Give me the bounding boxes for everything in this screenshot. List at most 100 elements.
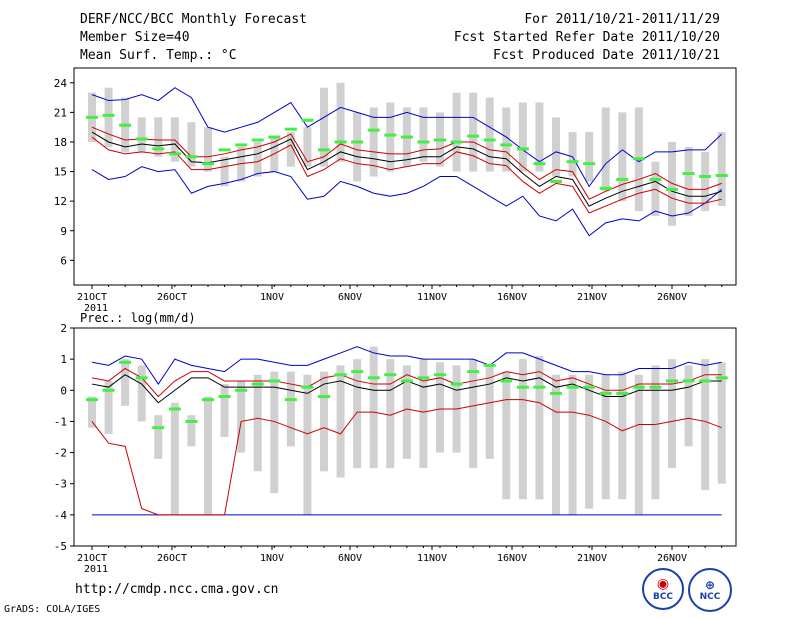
prec-median-mark [417, 376, 430, 380]
prec-ensemble-box [701, 359, 710, 490]
prec-ensemble-box [684, 365, 693, 447]
prec-median-mark [566, 385, 579, 389]
prec-median-mark [251, 382, 264, 386]
prec-x-tick-label: 21NOV [577, 553, 607, 564]
prec-median-mark [135, 376, 148, 380]
prec-y-tick-label: 0 [60, 384, 67, 397]
prec-median-mark [434, 373, 446, 377]
prec-ensemble-box [585, 374, 594, 509]
temp-median-mark [301, 118, 314, 122]
prec-ensemble-box [270, 371, 279, 494]
temp-median-mark [334, 140, 347, 144]
prec-y-tick-label: -1 [54, 415, 67, 428]
temp-median-mark [284, 127, 297, 131]
temp-ensemble-box [601, 107, 610, 192]
temp-ensemble-box [618, 112, 627, 202]
temp-ensemble-box [701, 151, 710, 212]
prec-ensemble-box [253, 374, 262, 472]
temp-median-mark [483, 138, 496, 142]
temp-ensemble-box [204, 127, 212, 172]
prec-ensemble-box [137, 365, 146, 422]
temp-median-mark [367, 128, 380, 132]
temp-max-line [91, 87, 723, 188]
temp-x-tick-label: 21OCT [77, 292, 107, 303]
temp-median-mark [533, 162, 546, 166]
grads-credit: GrADS: COLA/IGES [4, 604, 101, 615]
prec-ensemble-box [518, 359, 527, 500]
prec-y-tick-label: -4 [54, 509, 68, 522]
header-produced-date: Fcst Produced Date 2011/10/21 [493, 48, 720, 63]
temp-x-tick-label: 11NOV [417, 292, 447, 303]
prec-median-mark [583, 385, 596, 389]
temp-median-mark [235, 143, 248, 147]
temp-median-mark [715, 174, 728, 178]
temp-median-mark [152, 147, 165, 151]
temp-median-mark [102, 113, 115, 117]
prec-year-label: 2011 [84, 564, 108, 575]
prec-median-mark [301, 385, 314, 389]
temp-median-mark [268, 135, 281, 139]
temp-ensemble-box [502, 107, 511, 172]
bcc-logo-text: BCC [652, 592, 674, 602]
prec-ensemble-box [187, 415, 196, 447]
prec-ensemble-box [336, 365, 345, 478]
prec-x-tick-label: 16NOV [497, 553, 527, 564]
bcc-emblem-icon: ◉ [656, 576, 670, 592]
prec-ensemble-box [104, 380, 113, 434]
temp-median-mark [632, 157, 645, 161]
header-member-size: Member Size=40 [80, 30, 190, 45]
temp-median-mark [434, 138, 446, 142]
ncc-globe-icon: ⊕ [704, 578, 716, 592]
temp-median-mark [699, 175, 712, 178]
temp-ensemble-box [353, 112, 362, 182]
temp-ensemble-box [369, 107, 378, 177]
temp-ensemble-box [286, 132, 295, 167]
prec-median-mark [632, 385, 645, 389]
temp-y-tick-label: 21 [54, 106, 67, 119]
temp-ensemble-box [485, 97, 494, 172]
temp-median-mark [550, 179, 562, 183]
temp-median-mark [516, 147, 529, 151]
prec-ensemble-box [419, 359, 428, 469]
prec-median-mark [599, 391, 612, 395]
prec-ensemble-box [286, 371, 295, 447]
temp-y-tick-label: 6 [60, 254, 67, 267]
prec-ensemble-box [634, 374, 643, 515]
footer-url[interactable]: http://cmdp.ncc.cma.gov.cn [75, 582, 279, 597]
prec-median-mark [500, 379, 513, 383]
prec-x-tick-label: 6NOV [338, 553, 362, 564]
header-start-date: Fcst Started Refer Date 2011/10/20 [453, 30, 720, 45]
temp-ensemble-box [552, 117, 560, 177]
temp-x-tick-label: 21NOV [577, 292, 607, 303]
prec-median-mark [682, 379, 695, 383]
ncc-logo-text: NCC [699, 592, 721, 602]
prec-ensemble-box [552, 374, 560, 515]
prec-median-mark [218, 395, 231, 399]
temp-median-mark [450, 140, 463, 144]
prec-ensemble-box [651, 365, 660, 500]
temp-median-mark [682, 172, 695, 176]
prec-ensemble-box [369, 346, 378, 469]
prec-ensemble-box [220, 384, 229, 437]
temp-median-mark [599, 186, 612, 190]
temp-x-tick-label: 16NOV [497, 292, 527, 303]
prec-ensemble-box [502, 371, 511, 500]
temp-median-mark [400, 135, 413, 139]
prec-median-mark [649, 385, 662, 389]
prec-ensemble-box [204, 396, 212, 515]
temp-median-mark [318, 148, 330, 152]
temp-ensemble-box [137, 117, 146, 152]
temp-median-mark [500, 143, 513, 147]
prec-median-mark [351, 370, 364, 374]
prec-median-mark [699, 379, 712, 383]
prec-ensemble-box [303, 374, 312, 515]
prec-sd-lower-line [91, 399, 722, 516]
temp-median-mark [384, 133, 397, 137]
prec-ensemble-box [668, 359, 676, 469]
temp-ensemble-box [717, 132, 726, 207]
prec-ensemble-box [618, 371, 627, 500]
prec-ensemble-box [469, 359, 478, 469]
prec-ensemble-box [170, 402, 179, 515]
prec-y-tick-label: -2 [54, 447, 67, 460]
